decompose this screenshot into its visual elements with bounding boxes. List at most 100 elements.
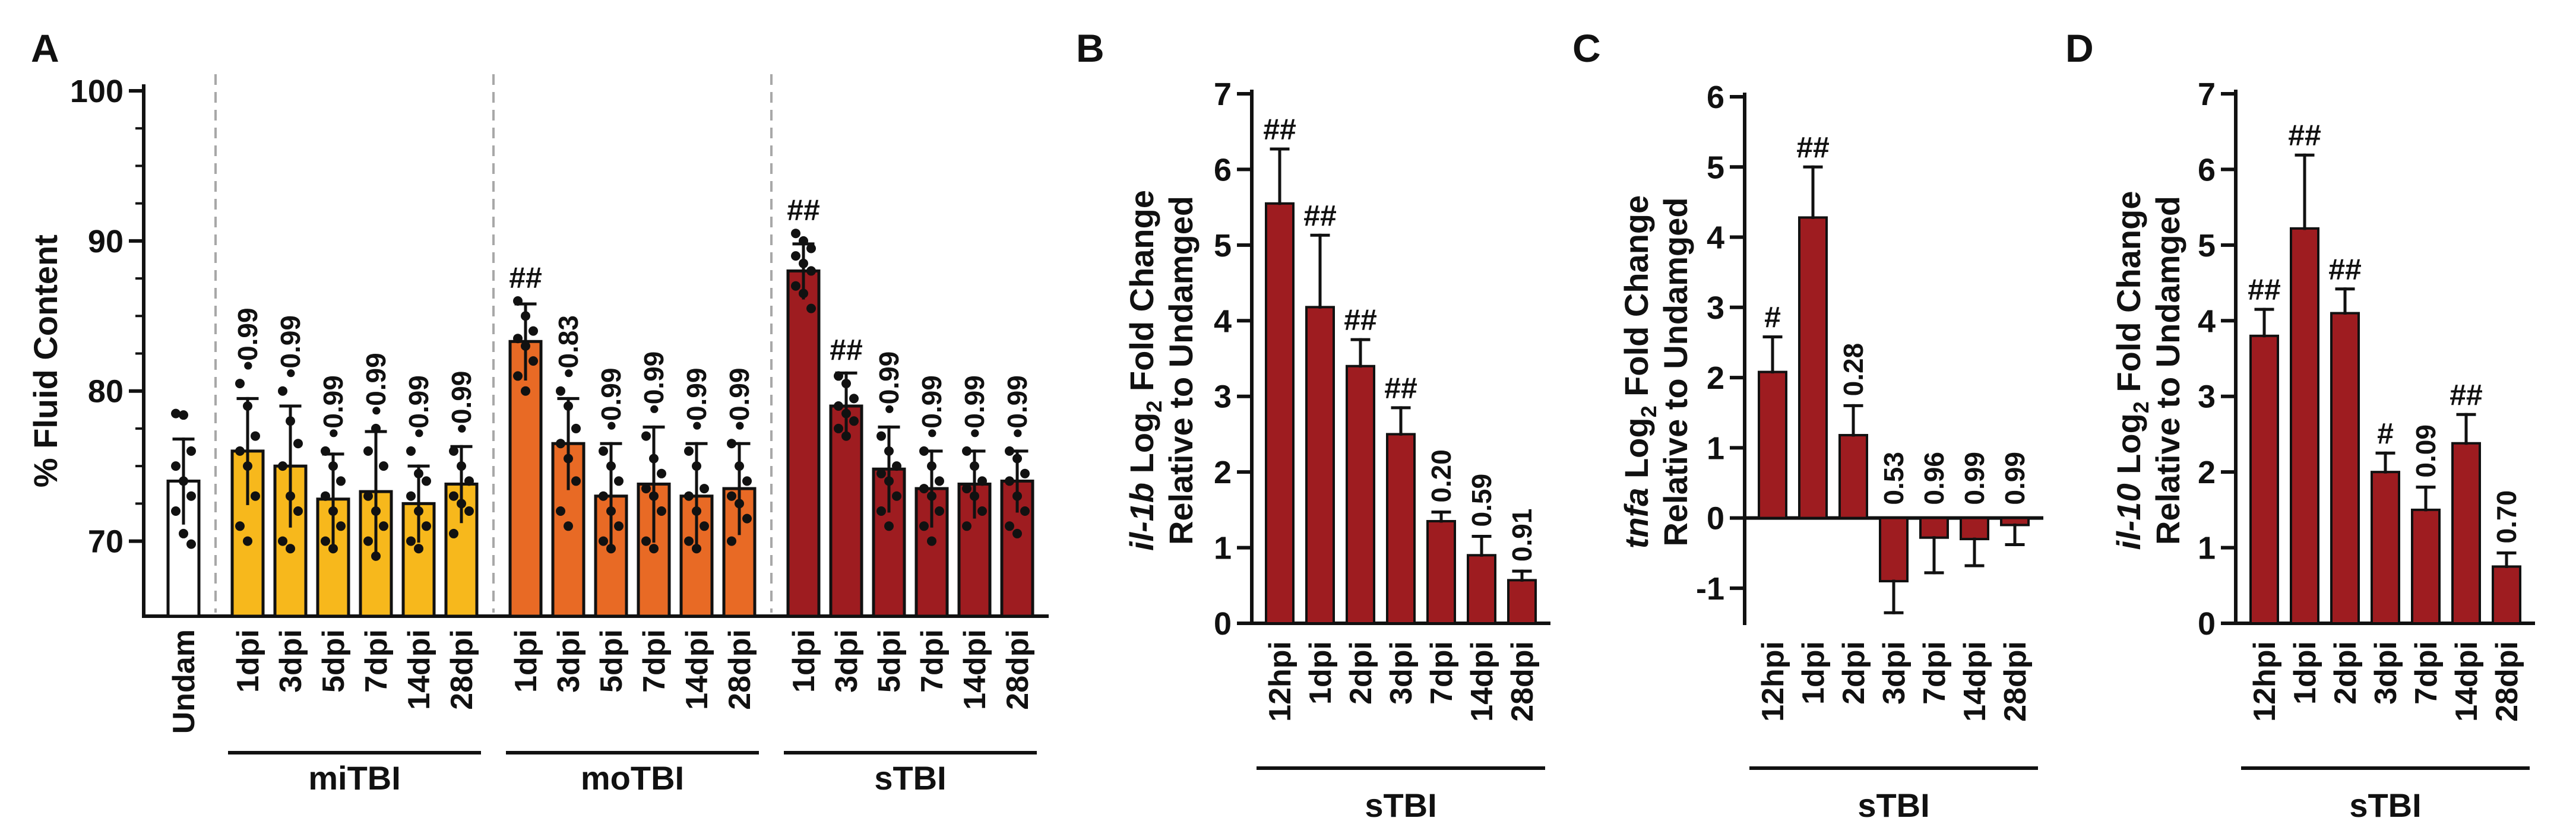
y-axis-title-line2: Relative to Undamged: [1162, 196, 1200, 545]
data-point: [171, 461, 181, 471]
data-point: [791, 229, 800, 239]
data-point: [700, 521, 709, 531]
bar: [2451, 442, 2481, 624]
data-point: [513, 296, 523, 306]
data-point: [641, 431, 651, 441]
significance-label: ##: [830, 333, 863, 366]
data-point: [692, 506, 701, 516]
group-label: sTBI: [1857, 787, 1929, 824]
significance-label: ##: [787, 194, 820, 227]
p-value-label: •0.99: [360, 353, 391, 416]
p-value-label: 0.09: [2410, 424, 2441, 478]
data-point: [599, 536, 608, 546]
x-tick-label: 14dpi: [958, 629, 992, 710]
x-tick-label: 2dpi: [2328, 641, 2363, 705]
y-tick-label: 3: [2198, 379, 2216, 415]
data-point: [876, 431, 886, 441]
bar: [2330, 312, 2360, 624]
y-axis-title-line1: il-1b Log2 Fold Change: [1123, 190, 1166, 551]
y-tick-label: 0: [1214, 606, 1232, 642]
data-point: [293, 439, 303, 449]
data-point: [927, 491, 936, 501]
significance-label: ##: [2450, 378, 2483, 411]
p-value-label: •0.83: [553, 315, 584, 378]
p-value-label: 0.99: [1959, 452, 1990, 505]
data-point: [935, 476, 944, 486]
significance-label: ##: [2248, 273, 2281, 306]
data-point: [321, 446, 330, 456]
x-tick-label: 28dpi: [1998, 641, 2033, 722]
data-point: [849, 416, 859, 426]
x-tick-label: 14dpi: [1465, 641, 1499, 722]
x-tick-label: 7dpi: [915, 629, 950, 693]
data-point: [179, 410, 188, 420]
data-point: [919, 446, 929, 456]
significance-label: ##: [1384, 372, 1417, 405]
y-tick-label: 1: [1707, 430, 1724, 466]
data-point: [251, 431, 260, 441]
data-point: [363, 536, 373, 546]
p-value-label: 0.28: [1838, 343, 1869, 397]
y-tick-label: 2: [1707, 360, 1724, 396]
data-point: [1012, 528, 1022, 538]
data-point: [321, 536, 330, 546]
data-point: [791, 251, 800, 261]
data-point: [422, 521, 431, 531]
bar: [1879, 516, 1909, 583]
data-point: [278, 536, 287, 546]
data-point: [513, 371, 523, 381]
bar: [1467, 554, 1496, 624]
p-value-label: •0.99: [232, 307, 263, 370]
p-value-label: •0.99: [681, 368, 712, 431]
y-tick-label: -1: [1696, 571, 1724, 607]
data-point: [171, 506, 181, 516]
data-point: [243, 536, 252, 546]
bar: [1960, 516, 1989, 541]
x-tick-label: 3dpi: [552, 629, 586, 693]
p-value-label: 0.53: [1878, 452, 1909, 505]
data-point: [363, 446, 373, 456]
y-tick-label: 7: [2198, 77, 2216, 112]
data-point: [521, 311, 530, 321]
y-axis-subscript: 2: [1637, 405, 1661, 417]
data-point: [464, 506, 474, 516]
data-point: [243, 461, 252, 471]
data-point: [564, 401, 573, 411]
data-point: [1005, 476, 1014, 486]
data-point: [599, 446, 608, 456]
data-point: [286, 544, 295, 554]
y-axis-fold: Fold Change: [2110, 191, 2147, 402]
x-tick-label: 3dpi: [830, 629, 864, 693]
y-axis-gene: il-10: [2110, 483, 2147, 550]
data-point: [186, 446, 196, 456]
data-point: [556, 386, 565, 396]
x-tick-label: Undam: [167, 629, 201, 734]
y-tick-label: 80: [88, 374, 124, 410]
y-axis-title: % Fluid Content: [27, 234, 64, 487]
y-axis-log: Log: [2110, 413, 2147, 483]
p-value-label: 0.99: [1999, 452, 2030, 505]
bar: [2249, 334, 2279, 624]
data-point: [684, 536, 694, 546]
data-point: [513, 334, 523, 344]
data-point: [970, 461, 979, 471]
x-tick-label: 1dpi: [1303, 641, 1338, 705]
data-point: [935, 506, 944, 516]
data-point: [1020, 506, 1030, 516]
y-tick-label: 7: [1214, 77, 1232, 112]
panel-letter: D: [2065, 26, 2094, 70]
data-point: [962, 446, 971, 456]
significance-label: ##: [1303, 199, 1337, 232]
group-label: sTBI: [1365, 787, 1436, 824]
data-point: [684, 446, 694, 456]
x-tick-label: 7dpi: [637, 629, 672, 693]
x-tick-label: 1dpi: [2288, 641, 2322, 705]
data-point: [806, 303, 816, 313]
data-point: [186, 539, 196, 549]
panel-letter: B: [1076, 26, 1105, 70]
p-value-label: •0.99: [916, 375, 947, 438]
data-point: [379, 461, 388, 471]
data-point: [179, 476, 188, 486]
data-point: [564, 454, 573, 464]
y-tick-label: 1: [1214, 531, 1232, 566]
